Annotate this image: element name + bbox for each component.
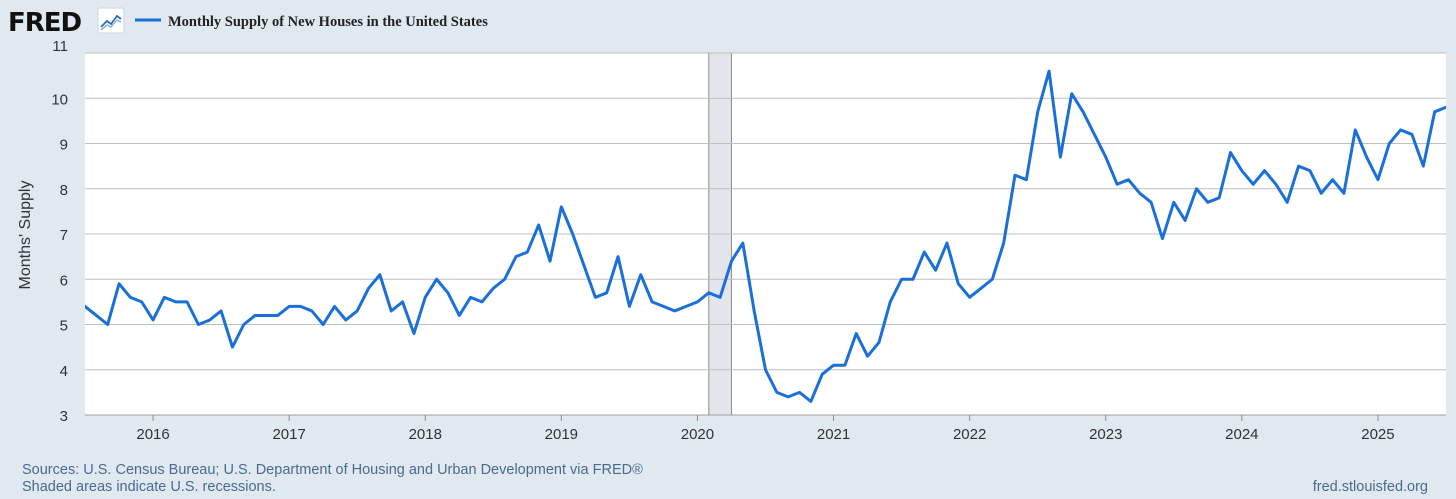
y-tick-label: 3: [60, 408, 68, 425]
x-tick-label: 2018: [409, 426, 442, 443]
y-tick-label: 9: [60, 137, 68, 154]
y-tick-label: 5: [60, 318, 68, 335]
x-tick-label: 2022: [953, 426, 986, 443]
footer-sources: Sources: U.S. Census Bureau; U.S. Depart…: [22, 462, 643, 496]
y-tick-label: 11: [52, 38, 68, 55]
x-tick-label: 2023: [1089, 426, 1122, 443]
y-tick-label: 7: [60, 227, 68, 244]
y-tick-label: 10: [51, 91, 68, 108]
x-tick-label: 2019: [545, 426, 578, 443]
y-tick-label: 4: [60, 363, 68, 380]
y-axis-label: Months' Supply: [17, 181, 34, 290]
x-tick-labels: 2016 2017 2018 2019 2020 2021 2022 2023 2024 2025: [136, 415, 1395, 443]
y-tick-labels: 3 4 5 6 7 8 9 10 11: [51, 38, 68, 425]
graph-icon: [97, 7, 125, 34]
series-line[interactable]: [85, 69, 1446, 403]
legend-series-title[interactable]: Monthly Supply of New Houses in the Unit…: [168, 14, 488, 30]
footer-site-link[interactable]: fred.stlouisfed.org: [1312, 479, 1428, 495]
x-tick-label: 2020: [681, 426, 714, 443]
x-tick-label: 2016: [136, 426, 169, 443]
recession-note: Shaded areas indicate U.S. recessions.: [22, 479, 276, 495]
x-tick-label: 2025: [1361, 426, 1394, 443]
fred-logo[interactable]: FRED: [8, 8, 83, 38]
header: FRED Monthly Supply of New Houses in the…: [8, 7, 488, 38]
sources-text: Sources: U.S. Census Bureau; U.S. Depart…: [22, 462, 643, 478]
series-layer: [85, 69, 1446, 403]
x-tick-label: 2017: [272, 426, 305, 443]
y-tick-label: 8: [60, 182, 68, 199]
y-tick-label: 6: [60, 272, 68, 289]
fred-chart: FRED Monthly Supply of New Houses in the…: [8, 7, 1446, 443]
x-tick-label: 2024: [1225, 426, 1258, 443]
x-tick-label: 2021: [817, 426, 850, 443]
